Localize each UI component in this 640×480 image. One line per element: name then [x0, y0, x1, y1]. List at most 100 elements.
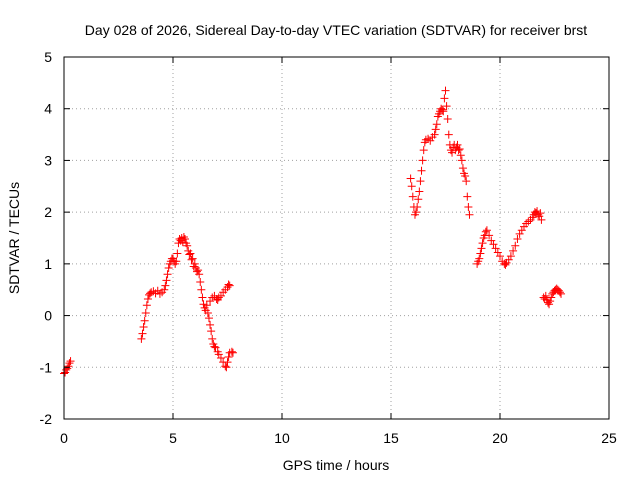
data-point	[461, 171, 470, 180]
data-point	[223, 358, 232, 367]
data-point	[501, 260, 510, 269]
data-point	[163, 270, 172, 279]
data-point	[517, 226, 526, 235]
grid-lines	[64, 57, 609, 419]
data-point	[161, 281, 170, 290]
data-point	[481, 227, 490, 236]
x-tick-label: 5	[169, 430, 177, 446]
data-point	[547, 293, 556, 302]
data-point	[197, 285, 206, 294]
data-point	[513, 235, 522, 244]
data-point	[208, 334, 217, 343]
data-point	[487, 236, 496, 245]
x-axis: 0 5 10 15 20 25	[60, 57, 617, 446]
data-point	[190, 259, 199, 268]
data-point	[173, 249, 182, 258]
data-point	[198, 293, 207, 302]
data-point	[414, 195, 423, 204]
data-point	[195, 270, 204, 279]
data-point	[196, 277, 205, 286]
data-point	[63, 364, 72, 373]
data-point	[443, 115, 452, 124]
data-point	[187, 255, 196, 264]
data-point	[207, 327, 216, 336]
data-point	[141, 308, 150, 317]
y-axis: -2 -1 0 1 2 3 4 5	[40, 49, 609, 427]
data-point	[137, 334, 146, 343]
data-point	[186, 249, 195, 258]
data-point	[432, 120, 441, 129]
data-point	[66, 357, 75, 366]
y-axis-title: SDTVAR / TECUs	[6, 182, 22, 294]
data-point	[418, 156, 427, 165]
data-point	[210, 342, 219, 351]
data-point	[453, 140, 462, 149]
data-point	[160, 285, 169, 294]
data-point	[493, 248, 502, 257]
data-point	[533, 207, 542, 216]
data-point	[555, 288, 564, 297]
data-point	[415, 187, 424, 196]
data-point	[172, 257, 181, 266]
plot-area-frame	[63, 56, 610, 420]
data-point	[406, 174, 415, 183]
data-point	[557, 289, 566, 298]
data-point	[419, 146, 428, 155]
y-tick-label: 3	[44, 152, 52, 168]
data-point	[464, 202, 473, 211]
data-point	[225, 281, 234, 290]
data-point	[228, 348, 237, 357]
data-point	[194, 266, 203, 275]
data-point	[489, 240, 498, 249]
data-series	[60, 86, 566, 378]
data-point	[407, 182, 416, 191]
data-point	[203, 308, 212, 317]
x-tick-label: 20	[492, 430, 508, 446]
data-point	[202, 301, 211, 310]
data-point	[438, 105, 447, 114]
chart-title: Day 028 of 2026, Sidereal Day-to-day VTE…	[85, 22, 587, 38]
data-point	[475, 254, 484, 263]
data-point	[444, 130, 453, 139]
data-point	[222, 363, 231, 372]
y-tick-label: -1	[40, 359, 53, 375]
data-point	[164, 263, 173, 272]
data-point	[509, 246, 518, 255]
x-tick-label: 15	[383, 430, 399, 446]
data-point	[546, 297, 555, 306]
data-point	[416, 177, 425, 186]
data-point	[524, 217, 533, 226]
data-point	[458, 164, 467, 173]
data-point	[430, 130, 439, 139]
x-tick-label: 10	[274, 430, 290, 446]
data-point	[412, 208, 421, 217]
data-point	[478, 239, 487, 248]
y-tick-label: 1	[44, 256, 52, 272]
data-point	[537, 215, 546, 224]
data-point	[457, 156, 466, 165]
x-tick-label: 25	[601, 430, 617, 446]
data-point	[179, 232, 188, 241]
data-point	[188, 254, 197, 263]
data-point	[227, 347, 236, 356]
data-point	[462, 177, 471, 186]
data-point	[482, 226, 491, 235]
data-point	[496, 252, 504, 261]
data-point	[417, 166, 426, 175]
x-tick-label: 0	[60, 430, 68, 446]
data-point	[221, 362, 230, 371]
data-point	[224, 280, 233, 289]
data-point	[536, 209, 545, 218]
data-point	[456, 151, 465, 160]
data-point	[541, 291, 550, 300]
data-point	[442, 102, 451, 111]
data-point	[426, 136, 435, 145]
data-point	[143, 295, 152, 304]
data-point	[454, 146, 463, 155]
data-point	[139, 322, 148, 331]
data-point	[408, 192, 417, 201]
data-point	[506, 252, 515, 261]
data-point	[183, 241, 192, 250]
data-point	[162, 276, 171, 285]
data-point	[491, 244, 500, 253]
